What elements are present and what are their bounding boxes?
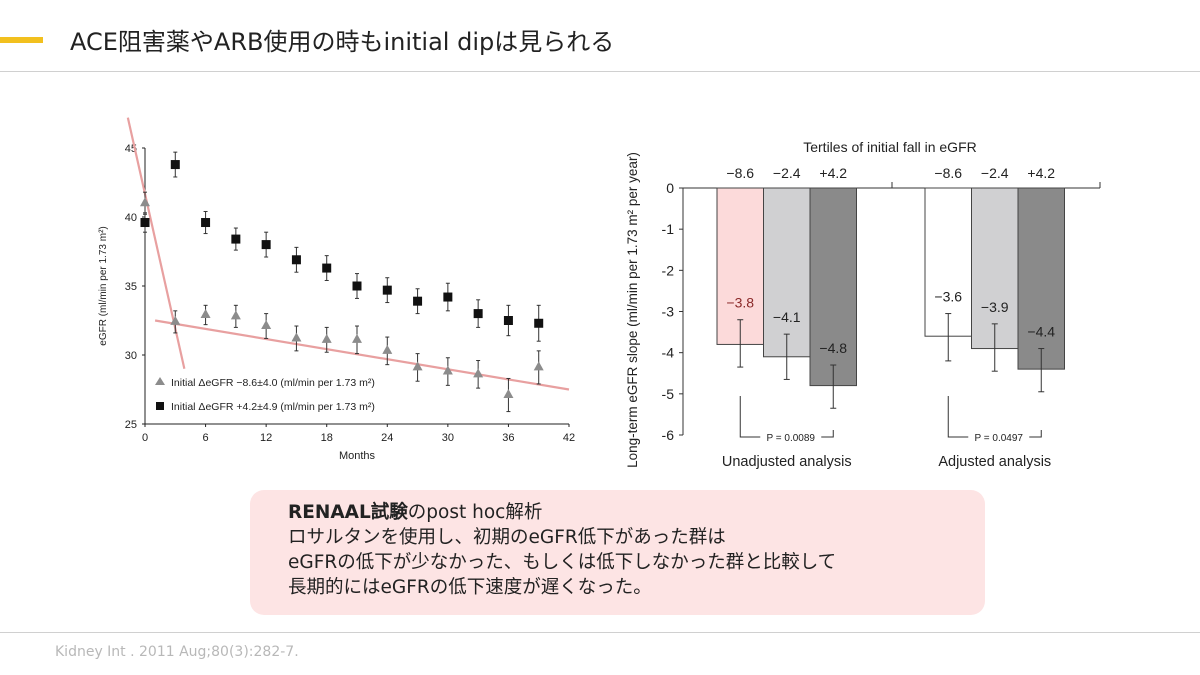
y-tick-label: 35: [125, 281, 137, 293]
callout-line: ロサルタンを使用し、初期のeGFR低下があった群は: [288, 527, 726, 548]
y-axis-label: Long-term eGFR slope (ml/min per 1.73 m²…: [625, 152, 640, 468]
triangle-point: [140, 197, 150, 207]
bar: [809, 187, 857, 387]
y-tick-label: -4: [662, 345, 675, 361]
category-label: −2.4: [773, 165, 801, 181]
p-bracket-left: [739, 396, 761, 438]
p-bracket-left: [947, 396, 969, 438]
x-tick-label: 12: [260, 432, 272, 444]
square-point: [352, 281, 362, 291]
category-label: +4.2: [819, 165, 847, 181]
x-tick-label: 0: [142, 432, 148, 444]
category-label: −8.6: [726, 165, 754, 181]
square-point: [443, 292, 453, 302]
legend-label: Initial ΔeGFR −8.6±4.0 (ml/min per 1.73 …: [171, 377, 375, 389]
triangle-point: [412, 361, 423, 371]
triangle-point: [170, 315, 181, 325]
triangle-point: [442, 365, 453, 375]
triangle-point: [230, 310, 241, 320]
square-point: [534, 318, 544, 328]
triangle-point: [503, 389, 514, 399]
legend-label: Initial ΔeGFR +4.2±4.9 (ml/min per 1.73 …: [171, 401, 375, 413]
x-tick-label: 30: [442, 432, 454, 444]
citation: Kidney Int . 2011 Aug;80(3):282-7.: [55, 644, 299, 660]
triangle-point: [473, 368, 484, 378]
footer-divider: [0, 632, 1200, 633]
y-tick-label: -2: [662, 262, 675, 278]
y-tick-label: -3: [662, 304, 675, 320]
y-axis-label: eGFR (ml/min per 1.73 m²): [98, 226, 109, 345]
square-point: [322, 263, 332, 273]
y-tick-label: -5: [662, 386, 675, 402]
y-tick-label: -6: [662, 427, 675, 443]
square-point: [473, 309, 483, 319]
trend-line: [154, 319, 570, 391]
summary-callout: RENAAL試験のpost hoc解析 ロサルタンを使用し、初期のeGFR低下が…: [250, 490, 985, 615]
callout-heading-bold: RENAAL試験: [288, 502, 408, 523]
y-tick-label: -1: [662, 221, 675, 237]
square-point: [140, 218, 150, 228]
legend-square-marker: [156, 402, 164, 410]
value-label: −4.4: [1027, 324, 1055, 340]
group-label: Unadjusted analysis: [722, 454, 852, 470]
p-value-label: P = 0.0497: [975, 433, 1024, 444]
callout-line: eGFRの低下が少なかった、もしくは低下しなかった群と比較して: [288, 552, 837, 573]
triangle-point: [321, 333, 332, 343]
square-point: [291, 255, 301, 265]
square-point: [503, 316, 513, 325]
category-label: −2.4: [981, 165, 1009, 181]
x-tick-label: 6: [203, 432, 209, 444]
callout-heading: RENAAL試験のpost hoc解析: [288, 500, 836, 525]
triangle-point: [352, 333, 362, 343]
value-label: −4.8: [819, 340, 847, 356]
y-tick-label: 40: [125, 212, 137, 224]
bar: [763, 187, 811, 358]
square-point: [261, 240, 271, 250]
title-accent-bar: [0, 37, 43, 43]
p-bracket-right: [1029, 430, 1042, 438]
p-value-label: P = 0.0089: [767, 433, 816, 444]
x-tick-label: 36: [502, 432, 514, 444]
triangle-point: [382, 344, 393, 354]
square-point: [231, 234, 241, 244]
x-tick-label: 42: [563, 432, 575, 444]
value-label: −3.8: [726, 295, 754, 311]
y-tick-label: 25: [125, 419, 137, 431]
y-tick-label: 0: [666, 180, 674, 196]
triangle-point: [291, 332, 302, 342]
slide-title: ACE阻害薬やARB使用の時もinitial dipは見られる: [70, 28, 615, 56]
callout-line: 長期的にはeGFRの低下速度が遅くなった。: [288, 577, 652, 598]
triangle-point: [261, 320, 272, 330]
triangle-point: [533, 361, 544, 371]
square-point: [382, 285, 392, 295]
triangle-point: [200, 308, 211, 318]
square-point: [170, 160, 180, 170]
x-axis-label: Months: [339, 450, 376, 462]
category-label: −8.6: [934, 165, 962, 181]
value-label: −3.9: [981, 299, 1009, 315]
value-label: −4.1: [773, 309, 801, 325]
y-tick-label: 30: [125, 350, 137, 362]
p-bracket-right: [821, 430, 834, 438]
square-point: [201, 218, 211, 228]
title-divider: [0, 71, 1200, 72]
x-tick-label: 18: [321, 432, 333, 444]
value-label: −3.6: [934, 289, 962, 305]
chart-title: Tertiles of initial fall in eGFR: [803, 139, 977, 155]
group-label: Adjusted analysis: [938, 454, 1051, 470]
callout-heading-rest: のpost hoc解析: [407, 502, 543, 523]
category-label: +4.2: [1027, 165, 1055, 181]
x-tick-label: 24: [381, 432, 393, 444]
square-point: [413, 296, 423, 306]
legend-triangle-marker: [155, 377, 165, 385]
bar: [1017, 187, 1065, 370]
